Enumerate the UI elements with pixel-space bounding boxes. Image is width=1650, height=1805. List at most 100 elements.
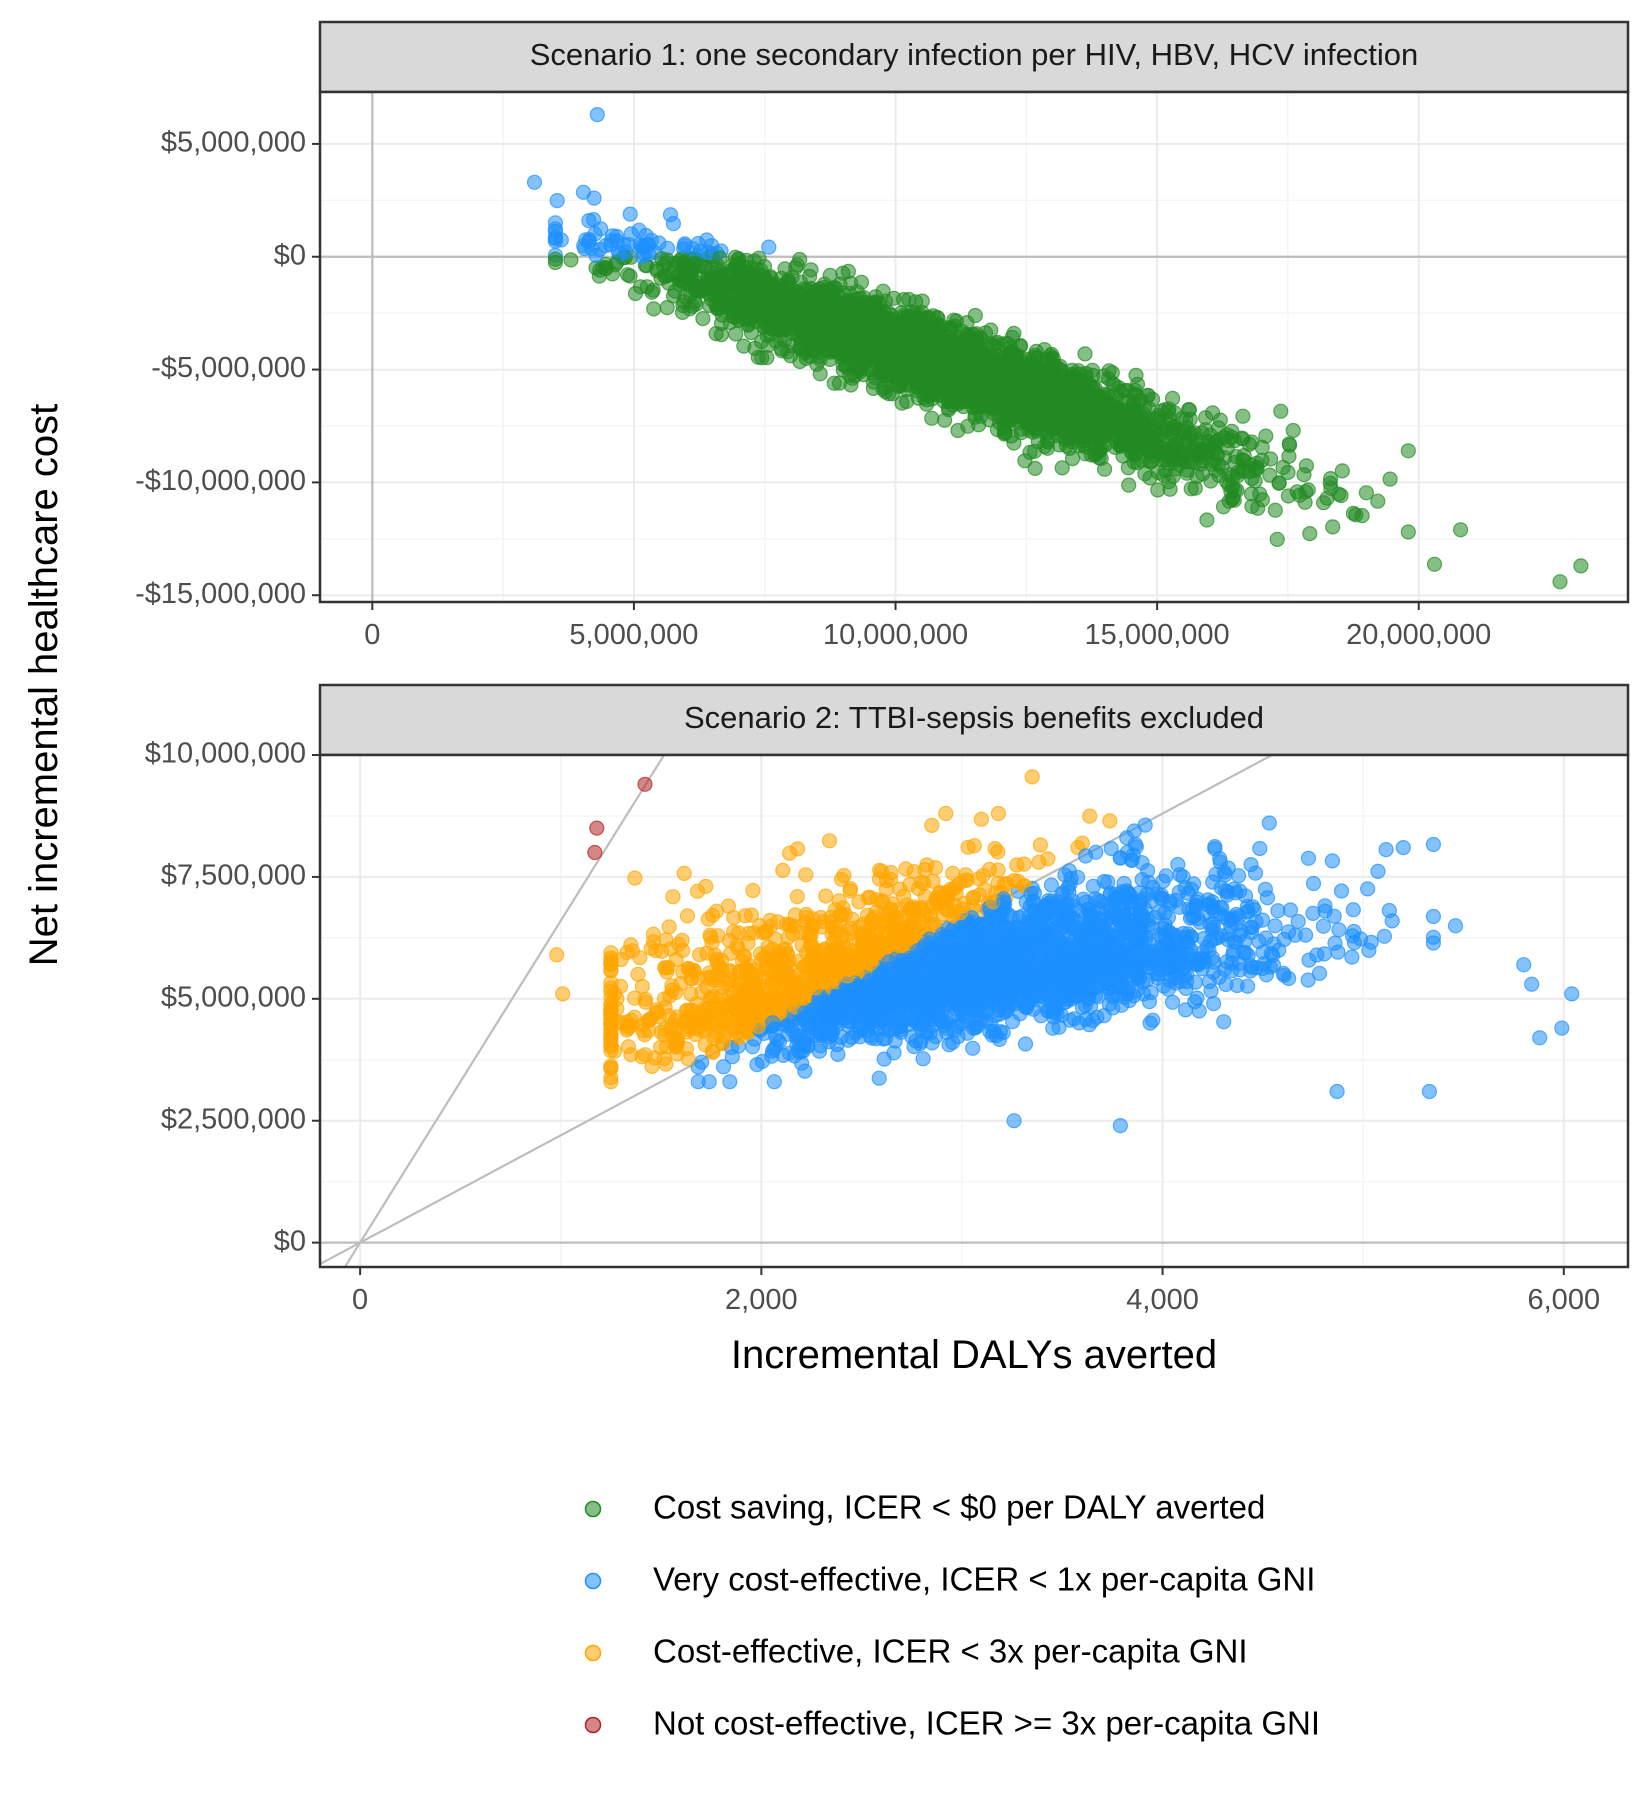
data-point — [628, 871, 642, 885]
data-point — [635, 980, 649, 994]
data-point — [746, 1040, 760, 1054]
panel-bottom-strip-title: Scenario 2: TTBI-sepsis benefits exclude… — [684, 700, 1264, 735]
data-point — [1206, 406, 1220, 420]
data-point — [1083, 809, 1097, 823]
data-point — [1225, 430, 1239, 444]
data-point — [827, 376, 841, 390]
data-point — [944, 390, 958, 404]
data-point — [1207, 997, 1221, 1011]
data-point — [770, 1033, 784, 1047]
data-point — [800, 291, 814, 305]
data-point — [1144, 434, 1158, 448]
data-point — [804, 263, 818, 277]
data-point — [761, 319, 775, 333]
data-point — [783, 846, 797, 860]
data-point — [868, 349, 882, 363]
data-point — [1005, 345, 1019, 359]
data-point — [1454, 523, 1468, 537]
data-point — [1268, 919, 1282, 933]
data-point — [736, 303, 750, 317]
data-point — [984, 323, 998, 337]
data-point — [1361, 882, 1375, 896]
data-point — [1051, 361, 1065, 375]
data-point — [699, 280, 713, 294]
data-point — [1346, 903, 1360, 917]
data-point — [729, 327, 743, 341]
data-point — [774, 314, 788, 328]
data-point — [1222, 478, 1236, 492]
data-point — [903, 877, 917, 891]
data-point — [1426, 910, 1440, 924]
data-point — [564, 253, 578, 267]
data-point — [808, 332, 822, 346]
data-point — [1302, 953, 1316, 967]
data-point — [1078, 380, 1092, 394]
data-point — [548, 234, 562, 248]
data-point — [1188, 481, 1202, 495]
data-point — [623, 207, 637, 221]
data-point — [548, 252, 562, 266]
data-point — [905, 358, 919, 372]
data-point — [1401, 444, 1415, 458]
data-point — [696, 312, 710, 326]
x-tick-label: 0 — [364, 619, 380, 651]
data-point — [790, 258, 804, 272]
data-point — [1282, 449, 1296, 463]
data-point — [548, 216, 562, 230]
data-point — [828, 281, 842, 295]
y-tick-label: -$10,000,000 — [135, 465, 306, 497]
data-point — [713, 251, 727, 265]
data-point — [938, 413, 952, 427]
data-point — [877, 320, 891, 334]
data-point — [1553, 575, 1567, 589]
data-point — [991, 335, 1005, 349]
data-point — [1055, 461, 1069, 475]
data-point — [1029, 344, 1043, 358]
data-point — [767, 1075, 781, 1089]
data-point — [925, 411, 939, 425]
panel-top-y-axis: $5,000,000$0-$5,000,000-$10,000,000-$15,… — [135, 127, 320, 610]
data-point — [1028, 420, 1042, 434]
data-point — [655, 252, 669, 266]
data-point — [1349, 508, 1363, 522]
data-point — [751, 350, 765, 364]
data-point — [916, 1052, 930, 1066]
data-point — [1182, 403, 1196, 417]
data-point — [1042, 397, 1056, 411]
data-point — [599, 239, 613, 253]
data-point — [723, 1075, 737, 1089]
data-point — [715, 317, 729, 331]
data-point — [666, 890, 680, 904]
data-point — [763, 277, 777, 291]
data-point — [1143, 454, 1157, 468]
panel-top: Scenario 1: one secondary infection per … — [135, 22, 1628, 651]
y-tick-label: $5,000,000 — [161, 127, 306, 159]
data-point — [841, 324, 855, 338]
data-point — [666, 217, 680, 231]
data-point — [594, 222, 608, 236]
data-point — [645, 285, 659, 299]
data-point — [1297, 468, 1311, 482]
data-point — [1249, 866, 1263, 880]
data-point — [1092, 451, 1106, 465]
data-point — [1180, 466, 1194, 480]
data-point — [974, 812, 988, 826]
data-point — [582, 214, 596, 228]
data-point — [647, 302, 661, 316]
data-point — [1166, 995, 1180, 1009]
data-point — [1334, 489, 1348, 503]
data-point — [1271, 904, 1285, 918]
data-point — [762, 240, 776, 254]
data-point — [1163, 450, 1177, 464]
data-point — [1113, 439, 1127, 453]
data-point — [755, 335, 769, 349]
data-point — [1182, 434, 1196, 448]
data-point — [965, 384, 979, 398]
data-point — [1190, 991, 1204, 1005]
data-point — [1326, 520, 1340, 534]
data-point — [913, 338, 927, 352]
data-point — [925, 818, 939, 832]
data-point — [585, 241, 599, 255]
data-point — [528, 175, 542, 189]
